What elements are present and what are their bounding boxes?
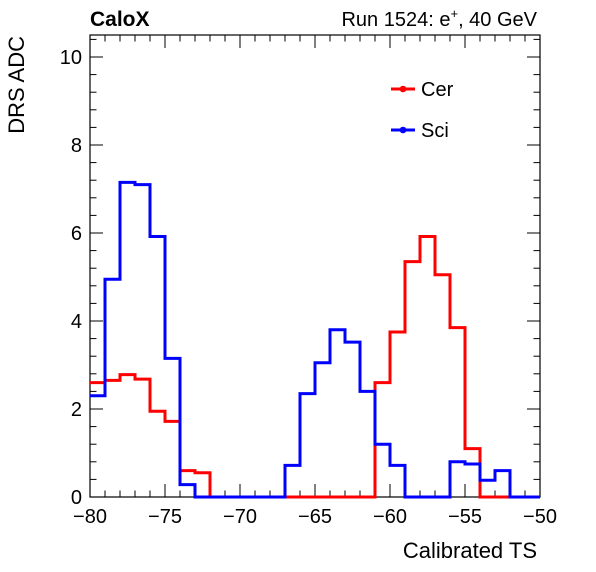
y-tick-label: 8 bbox=[71, 135, 82, 157]
x-tick-label: −50 bbox=[523, 506, 557, 528]
y-tick-label: 10 bbox=[60, 47, 82, 69]
x-tick-label: −75 bbox=[148, 506, 182, 528]
experiment-label: CaloX bbox=[90, 8, 150, 31]
x-tick-label: −55 bbox=[448, 506, 482, 528]
x-tick-label: −70 bbox=[223, 506, 257, 528]
x-tick-label: −60 bbox=[373, 506, 407, 528]
x-tick-label: −65 bbox=[298, 506, 332, 528]
y-tick-label: 2 bbox=[71, 399, 82, 421]
run-info-prefix: Run 1524: e bbox=[341, 9, 450, 31]
legend-sci-label: Sci bbox=[421, 120, 449, 142]
y-axis-title: DRS ADC bbox=[4, 36, 29, 134]
legend-cer-marker bbox=[399, 85, 407, 93]
x-tick-label: −80 bbox=[73, 506, 107, 528]
x-axis-title: Calibrated TS bbox=[403, 538, 537, 563]
run-info-suffix: , 40 GeV bbox=[458, 9, 538, 31]
series-cer-line bbox=[90, 235, 540, 499]
legend: Cer Sci bbox=[391, 79, 454, 142]
y-tick-label: 4 bbox=[71, 311, 82, 333]
run-info-superscript: + bbox=[450, 6, 458, 21]
run-info: Run 1524: e+, 40 GeV bbox=[341, 6, 537, 31]
y-tick-label: 0 bbox=[71, 487, 82, 509]
series-sci-line bbox=[90, 180, 540, 499]
x-axis: −80 −75 −70 −65 −60 −55 −50 bbox=[73, 35, 557, 528]
y-axis: 0 2 4 6 8 10 bbox=[60, 38, 540, 509]
y-tick-label: 6 bbox=[71, 223, 82, 245]
series-layer bbox=[90, 180, 540, 499]
legend-sci-marker bbox=[399, 126, 407, 134]
legend-cer-label: Cer bbox=[421, 79, 454, 101]
